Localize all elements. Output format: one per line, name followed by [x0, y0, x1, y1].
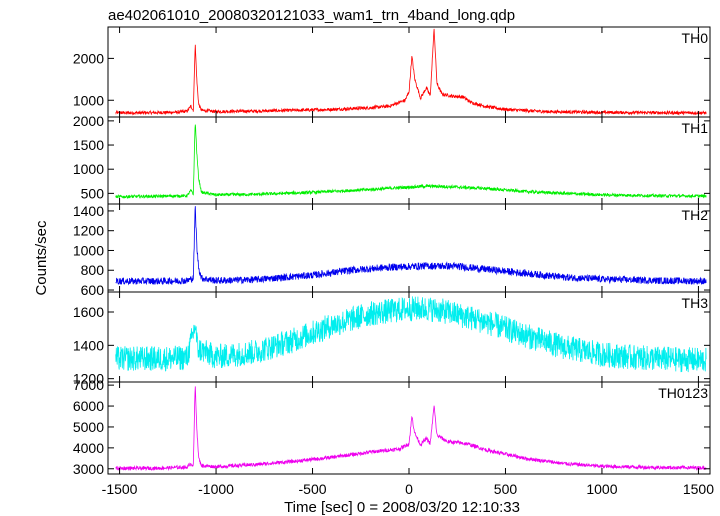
y-tick-label: 1400: [73, 337, 104, 353]
y-tick-label: 1000: [73, 92, 104, 108]
x-axis-label: Time [sec] 0 = 2008/03/20 12:10:33: [284, 499, 520, 516]
y-tick-label: 6000: [73, 398, 104, 414]
y-tick-label: 2000: [73, 50, 104, 66]
x-tick-label: 500: [494, 481, 518, 497]
y-tick-label: 5000: [73, 419, 104, 435]
series-line-th3: [115, 296, 707, 373]
panel-frame-th0123: [107, 381, 711, 475]
panel-label-th0123: TH0123: [658, 385, 708, 401]
panel-label-th3: TH3: [682, 295, 709, 311]
y-tick-label: 1400: [73, 203, 104, 219]
x-tick-label: 1500: [683, 481, 714, 497]
y-axis-label: Counts/sec: [33, 220, 50, 296]
panel-label-th2: TH2: [682, 207, 709, 223]
y-tick-label: 2000: [73, 113, 104, 129]
y-tick-label: 1000: [73, 161, 104, 177]
y-tick-label: 1600: [73, 304, 104, 320]
y-tick-label: 600: [81, 282, 105, 298]
y-tick-label: 1000: [73, 242, 104, 258]
series-line-th0: [115, 28, 707, 116]
panels: 1000 2000 TH0 500 1000 1500 2000 TH1 600 800 1000 1…: [73, 26, 714, 497]
y-tick-label: 1200: [73, 223, 104, 239]
y-tick-label: 1200: [73, 371, 104, 387]
x-tick-label: -1000: [198, 481, 234, 497]
x-tick-label: 1000: [586, 481, 617, 497]
y-tick-label: 7000: [73, 377, 104, 393]
panel-label-th1: TH1: [682, 120, 709, 136]
panel-frame-th1: [107, 116, 711, 205]
panel-label-th0: TH0: [682, 30, 709, 46]
series-line-th2: [115, 206, 707, 286]
chart-title: ae402061010_20080320121033_wam1_trn_4ban…: [108, 7, 515, 24]
y-tick-label: 1500: [73, 137, 104, 153]
y-tick-label: 800: [81, 262, 105, 278]
x-tick-label: -500: [299, 481, 327, 497]
y-tick-label: 500: [81, 185, 105, 201]
series-line-th0123: [115, 386, 707, 472]
series-line-th1: [115, 124, 707, 199]
x-tick-label: 0: [405, 481, 413, 497]
y-tick-label: 4000: [73, 440, 104, 456]
y-tick-label: 3000: [73, 461, 104, 477]
x-tick-label: -1500: [102, 481, 138, 497]
